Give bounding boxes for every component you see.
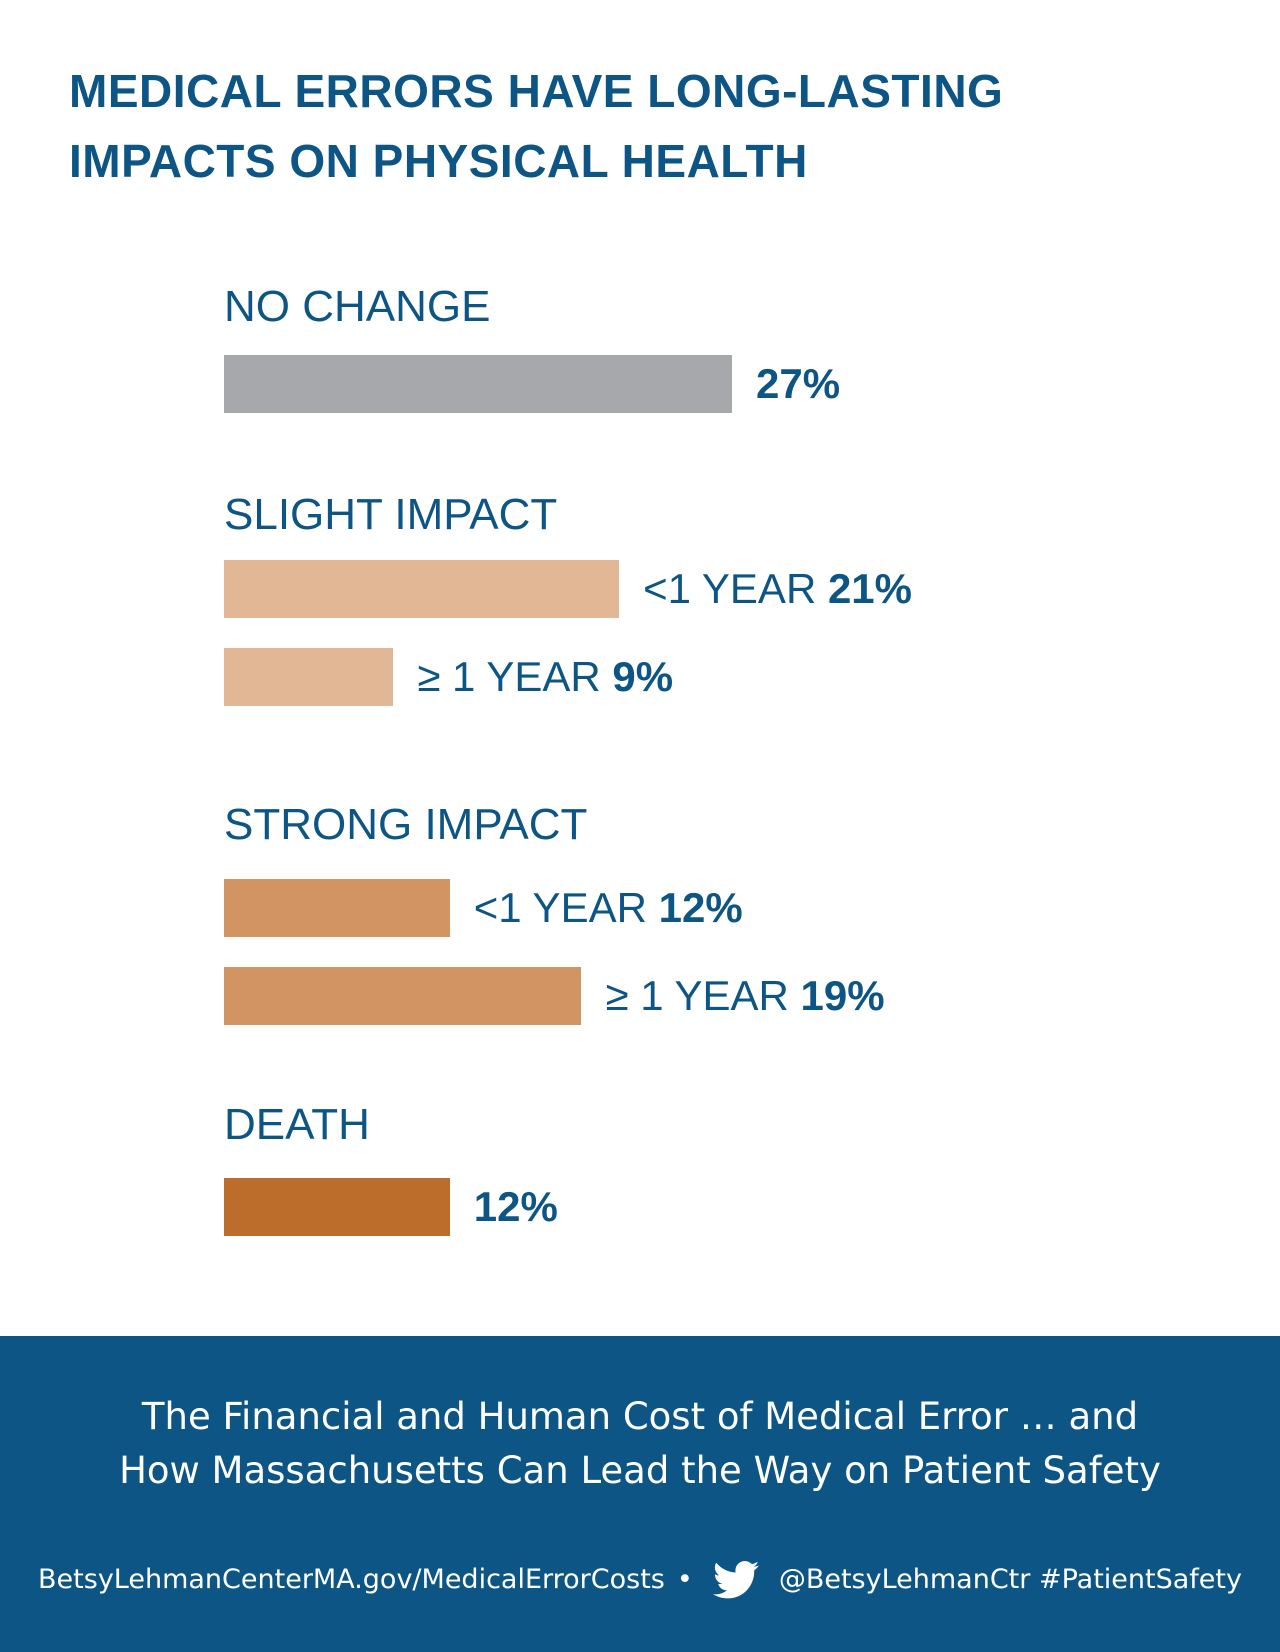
bar-value: 27% bbox=[756, 360, 841, 407]
bar-value-label: 12% bbox=[474, 1178, 558, 1236]
bar bbox=[224, 355, 732, 413]
bar-value: 12% bbox=[473, 1183, 558, 1230]
report-title-line-1: The Financial and Human Cost of Medical … bbox=[141, 1395, 1139, 1438]
bar bbox=[224, 1178, 450, 1236]
group-label: NO CHANGE bbox=[224, 282, 491, 331]
bar-value-label: 27% bbox=[756, 355, 840, 413]
group-label: DEATH bbox=[224, 1100, 370, 1149]
chart-title: MEDICAL ERRORS HAVE LONG-LASTING IMPACTS… bbox=[69, 56, 1189, 196]
bar-value-label: <1 YEAR 12% bbox=[474, 879, 743, 937]
footer-links: BetsyLehmanCenterMA.gov/MedicalErrorCost… bbox=[0, 1550, 1280, 1610]
report-title-line-2: How Massachusetts Can Lead the Way on Pa… bbox=[119, 1449, 1161, 1492]
twitter-bird-icon[interactable] bbox=[712, 1560, 759, 1600]
bar bbox=[224, 967, 582, 1025]
title-line-2: IMPACTS ON PHYSICAL HEALTH bbox=[69, 135, 808, 187]
bar-value: 19% bbox=[800, 972, 885, 1019]
bar-category: <1 YEAR bbox=[473, 884, 659, 931]
bar-value-label: ≥ 1 YEAR 19% bbox=[605, 967, 884, 1025]
group-label: STRONG IMPACT bbox=[224, 800, 588, 849]
bar-value: 21% bbox=[827, 565, 913, 612]
bar-chart: NO CHANGE 27% SLIGHT IMPACT <1 YEAR 21% ≥ 1 … bbox=[224, 282, 912, 1236]
bar bbox=[224, 879, 450, 937]
separator-dot: • bbox=[676, 1564, 693, 1595]
title-line-1: MEDICAL ERRORS HAVE LONG-LASTING bbox=[69, 65, 1004, 117]
bar-value: 12% bbox=[658, 884, 743, 931]
bar-value-label: ≥ 1 YEAR 9% bbox=[417, 648, 673, 706]
bar-category: ≥ 1 YEAR bbox=[605, 972, 801, 1019]
bar bbox=[224, 648, 394, 706]
bar-value-label: <1 YEAR 21% bbox=[643, 560, 912, 618]
group-label: SLIGHT IMPACT bbox=[224, 490, 558, 539]
bar-category: ≥ 1 YEAR bbox=[417, 653, 613, 700]
bar-value: 9% bbox=[612, 653, 674, 700]
twitter-handle[interactable]: @BetsyLehmanCtr #PatientSafety bbox=[778, 1564, 1242, 1595]
footer-banner: The Financial and Human Cost of Medical … bbox=[0, 1336, 1280, 1652]
bar-category: <1 YEAR bbox=[643, 565, 828, 612]
bar bbox=[224, 560, 620, 618]
website-link[interactable]: BetsyLehmanCenterMA.gov/MedicalErrorCost… bbox=[38, 1564, 665, 1595]
report-title: The Financial and Human Cost of Medical … bbox=[0, 1390, 1280, 1498]
